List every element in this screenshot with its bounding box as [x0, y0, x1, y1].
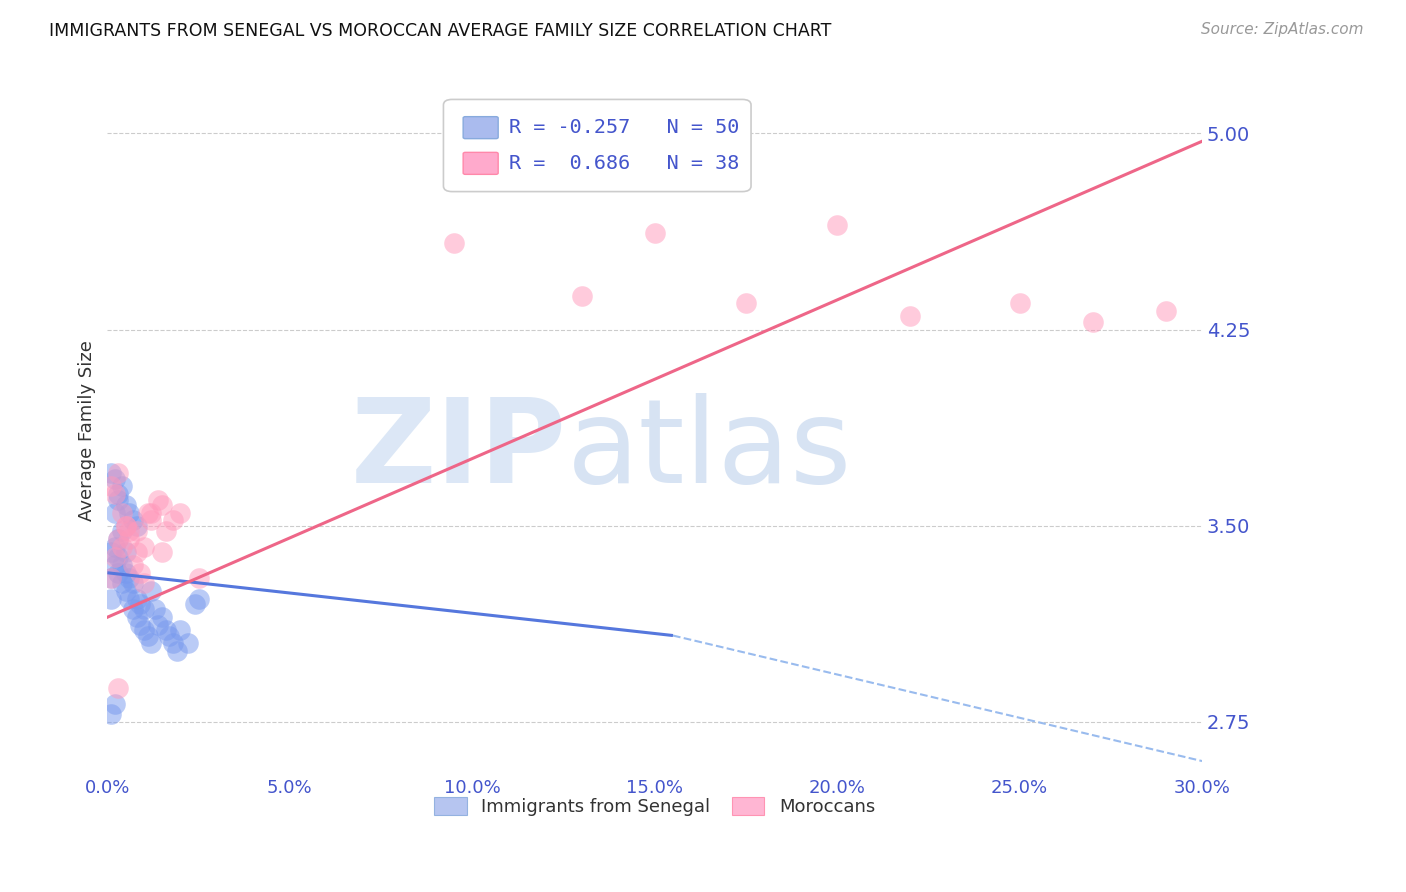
Point	[111, 540, 134, 554]
Point	[129, 597, 152, 611]
Text: atlas: atlas	[567, 393, 852, 508]
Point	[114, 518, 136, 533]
Point	[100, 467, 122, 481]
Point	[114, 584, 136, 599]
Point	[155, 624, 177, 638]
Point	[114, 566, 136, 580]
Point	[148, 618, 170, 632]
Point	[107, 550, 129, 565]
Point	[100, 545, 122, 559]
Text: R = -0.257   N = 50: R = -0.257 N = 50	[509, 118, 740, 137]
Point	[132, 576, 155, 591]
Point	[125, 524, 148, 538]
Point	[107, 467, 129, 481]
Point	[169, 624, 191, 638]
Point	[1008, 296, 1031, 310]
Point	[104, 487, 127, 501]
Point	[118, 571, 141, 585]
Point	[107, 487, 129, 501]
Point	[1154, 304, 1177, 318]
Point	[107, 532, 129, 546]
Point	[571, 288, 593, 302]
Point	[148, 492, 170, 507]
Text: ZIP: ZIP	[352, 393, 567, 508]
Point	[644, 226, 666, 240]
Point	[104, 697, 127, 711]
Point	[150, 498, 173, 512]
Point	[125, 518, 148, 533]
Point	[176, 636, 198, 650]
FancyBboxPatch shape	[463, 153, 498, 174]
Point	[141, 584, 163, 599]
Point	[735, 296, 758, 310]
Point	[111, 479, 134, 493]
Point	[132, 540, 155, 554]
Point	[100, 571, 122, 585]
Legend: Immigrants from Senegal, Moroccans: Immigrants from Senegal, Moroccans	[427, 789, 883, 823]
Point	[122, 602, 145, 616]
Text: IMMIGRANTS FROM SENEGAL VS MOROCCAN AVERAGE FAMILY SIZE CORRELATION CHART: IMMIGRANTS FROM SENEGAL VS MOROCCAN AVER…	[49, 22, 831, 40]
FancyBboxPatch shape	[463, 117, 498, 138]
Point	[162, 636, 184, 650]
Point	[825, 218, 848, 232]
Point	[111, 524, 134, 538]
Point	[155, 524, 177, 538]
Point	[132, 602, 155, 616]
Point	[111, 558, 134, 572]
Point	[114, 545, 136, 559]
Point	[150, 545, 173, 559]
Point	[129, 618, 152, 632]
Point	[184, 597, 207, 611]
Point	[132, 624, 155, 638]
Point	[104, 506, 127, 520]
Point	[166, 644, 188, 658]
Point	[157, 628, 180, 642]
Point	[125, 610, 148, 624]
Point	[107, 492, 129, 507]
Point	[107, 566, 129, 580]
Point	[114, 498, 136, 512]
Point	[122, 513, 145, 527]
Point	[118, 532, 141, 546]
Text: Source: ZipAtlas.com: Source: ZipAtlas.com	[1201, 22, 1364, 37]
Point	[107, 532, 129, 546]
Point	[118, 524, 141, 538]
Point	[169, 506, 191, 520]
Point	[143, 602, 166, 616]
Point	[104, 472, 127, 486]
Point	[100, 706, 122, 721]
Point	[136, 506, 159, 520]
Point	[125, 545, 148, 559]
Point	[100, 479, 122, 493]
Point	[141, 513, 163, 527]
Y-axis label: Average Family Size: Average Family Size	[79, 340, 96, 521]
Point	[100, 571, 122, 585]
Point	[111, 506, 134, 520]
Point	[443, 236, 465, 251]
Point	[111, 576, 134, 591]
Point	[898, 310, 921, 324]
Point	[122, 576, 145, 591]
Point	[100, 591, 122, 606]
Point	[107, 681, 129, 695]
Point	[118, 591, 141, 606]
Point	[125, 591, 148, 606]
Point	[122, 558, 145, 572]
Point	[104, 550, 127, 565]
FancyBboxPatch shape	[443, 99, 751, 192]
Point	[1081, 315, 1104, 329]
Point	[162, 513, 184, 527]
Point	[114, 518, 136, 533]
Point	[136, 628, 159, 642]
Point	[118, 506, 141, 520]
Point	[104, 558, 127, 572]
Point	[150, 610, 173, 624]
Point	[141, 506, 163, 520]
Point	[104, 540, 127, 554]
Text: R =  0.686   N = 38: R = 0.686 N = 38	[509, 153, 740, 173]
Point	[187, 591, 209, 606]
Point	[141, 636, 163, 650]
Point	[129, 566, 152, 580]
Point	[187, 571, 209, 585]
